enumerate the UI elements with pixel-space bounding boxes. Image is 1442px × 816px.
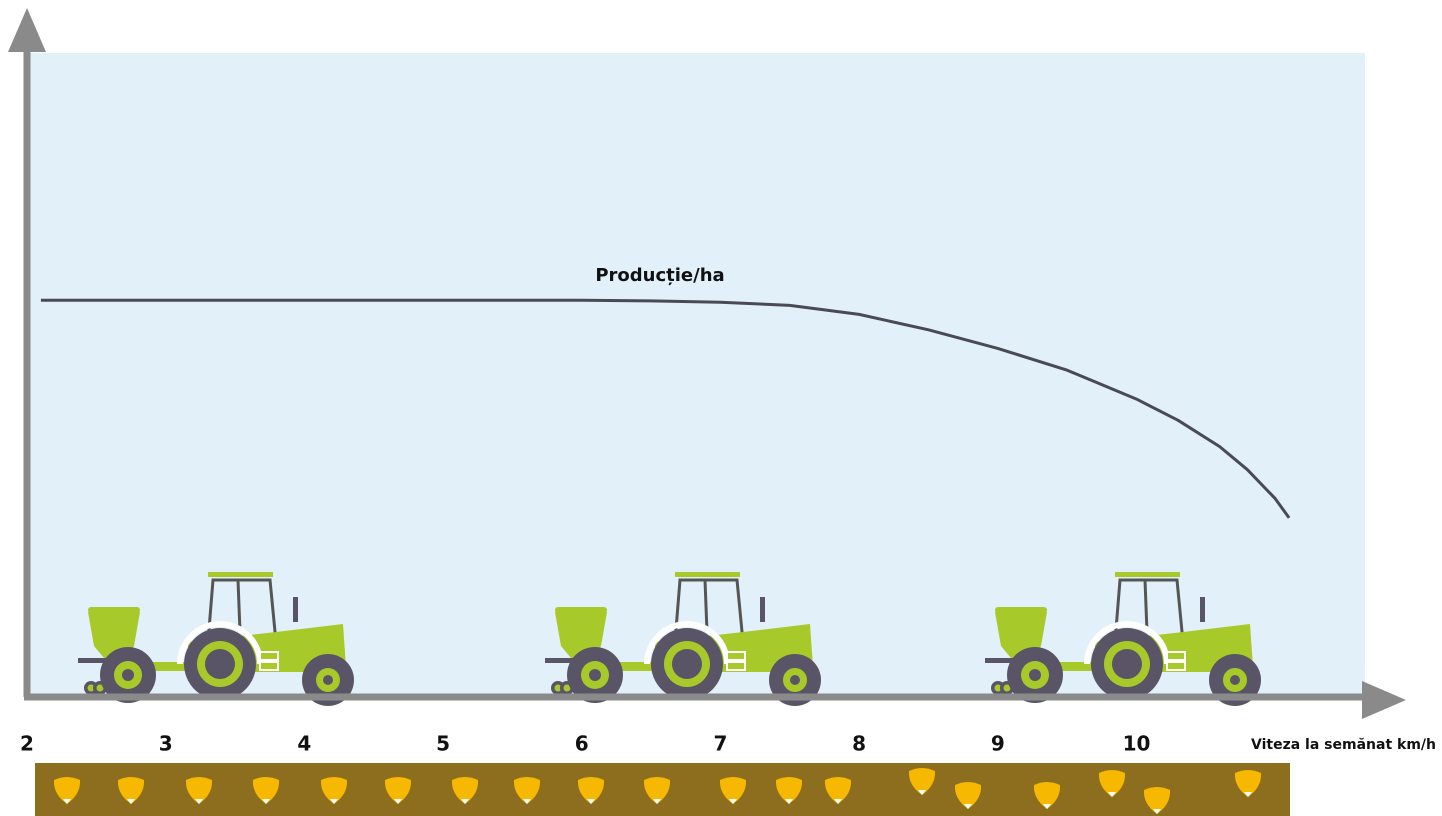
y-axis-arrow — [8, 8, 46, 52]
plot-area — [30, 53, 1365, 697]
x-tick-label: 8 — [852, 732, 866, 756]
x-tick-label: 3 — [159, 732, 173, 756]
x-axis-arrow — [1362, 681, 1406, 719]
x-axis-label: Viteza la semănat km/h — [1251, 737, 1436, 753]
x-tick-label: 2 — [20, 732, 34, 756]
x-tick-label: 5 — [436, 732, 450, 756]
x-tick-label: 9 — [991, 732, 1005, 756]
x-tick-label: 7 — [713, 732, 727, 756]
x-tick-label: 4 — [297, 732, 311, 756]
data-line — [40, 298, 1291, 519]
series-label: Producție/ha — [595, 265, 724, 286]
x-tick-label: 6 — [575, 732, 589, 756]
x-tick-label: 10 — [1123, 732, 1151, 756]
